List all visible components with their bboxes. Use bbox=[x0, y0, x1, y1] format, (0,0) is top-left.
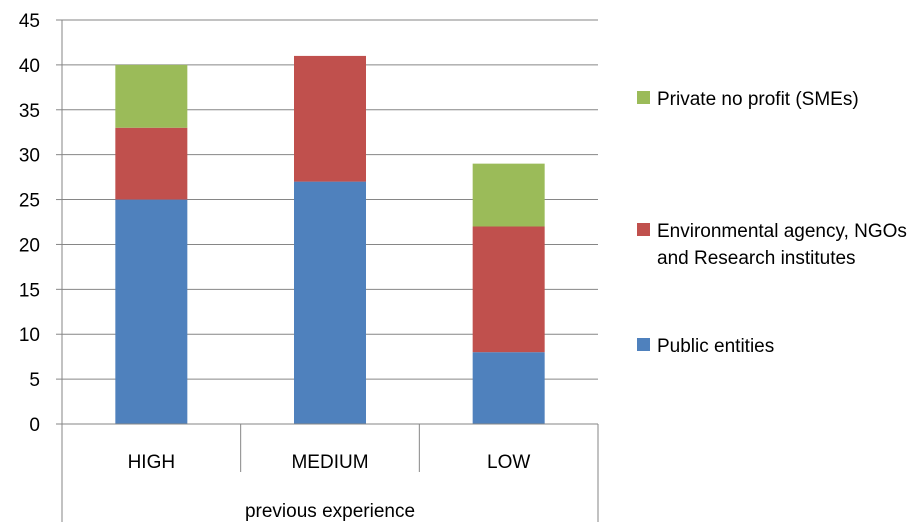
legend-item: Public entities bbox=[637, 333, 919, 360]
y-tick-label: 40 bbox=[19, 56, 40, 77]
legend-label: Private no profit (SMEs) bbox=[657, 89, 859, 110]
legend-item: Environmental agency, NGOs and Research … bbox=[637, 218, 919, 272]
y-tick-labels: 0 5 10 15 20 25 30 35 40 45 bbox=[19, 11, 40, 436]
y-tick-label: 35 bbox=[19, 101, 40, 122]
legend-label: Public entities bbox=[657, 336, 775, 357]
bar-segment bbox=[472, 226, 545, 353]
y-tick-label: 30 bbox=[19, 146, 40, 167]
x-tick-label: LOW bbox=[487, 452, 530, 473]
legend-label: Environmental agency, NGOs and Research … bbox=[657, 221, 907, 269]
legend: Private no profit (SMEs) Environmental ag… bbox=[637, 0, 919, 525]
x-group-label: previous experience bbox=[245, 501, 415, 522]
axes bbox=[56, 19, 599, 522]
legend-swatch bbox=[637, 91, 650, 104]
bar-segment bbox=[294, 55, 366, 182]
bar-segment bbox=[115, 64, 188, 128]
y-tick-label: 20 bbox=[19, 235, 40, 256]
legend-swatch bbox=[637, 338, 650, 351]
y-tick-label: 15 bbox=[19, 280, 40, 301]
bar-segment bbox=[294, 181, 366, 424]
y-tick-label: 45 bbox=[19, 11, 40, 32]
x-tick-label: MEDIUM bbox=[291, 452, 368, 473]
y-tick-label: 5 bbox=[29, 370, 40, 391]
bar-segment bbox=[115, 199, 188, 424]
y-tick-label: 10 bbox=[19, 325, 40, 346]
bar-segment bbox=[115, 127, 188, 200]
y-tick-label: 25 bbox=[19, 191, 40, 212]
bar-segment bbox=[472, 352, 545, 424]
legend-swatch bbox=[637, 223, 650, 236]
bars bbox=[115, 55, 545, 424]
bar-segment bbox=[472, 163, 545, 227]
category-labels: HIGH MEDIUM LOW bbox=[128, 452, 531, 473]
legend-item: Private no profit (SMEs) bbox=[637, 86, 919, 113]
y-tick-label: 0 bbox=[29, 415, 40, 436]
x-tick-label: HIGH bbox=[128, 452, 176, 473]
